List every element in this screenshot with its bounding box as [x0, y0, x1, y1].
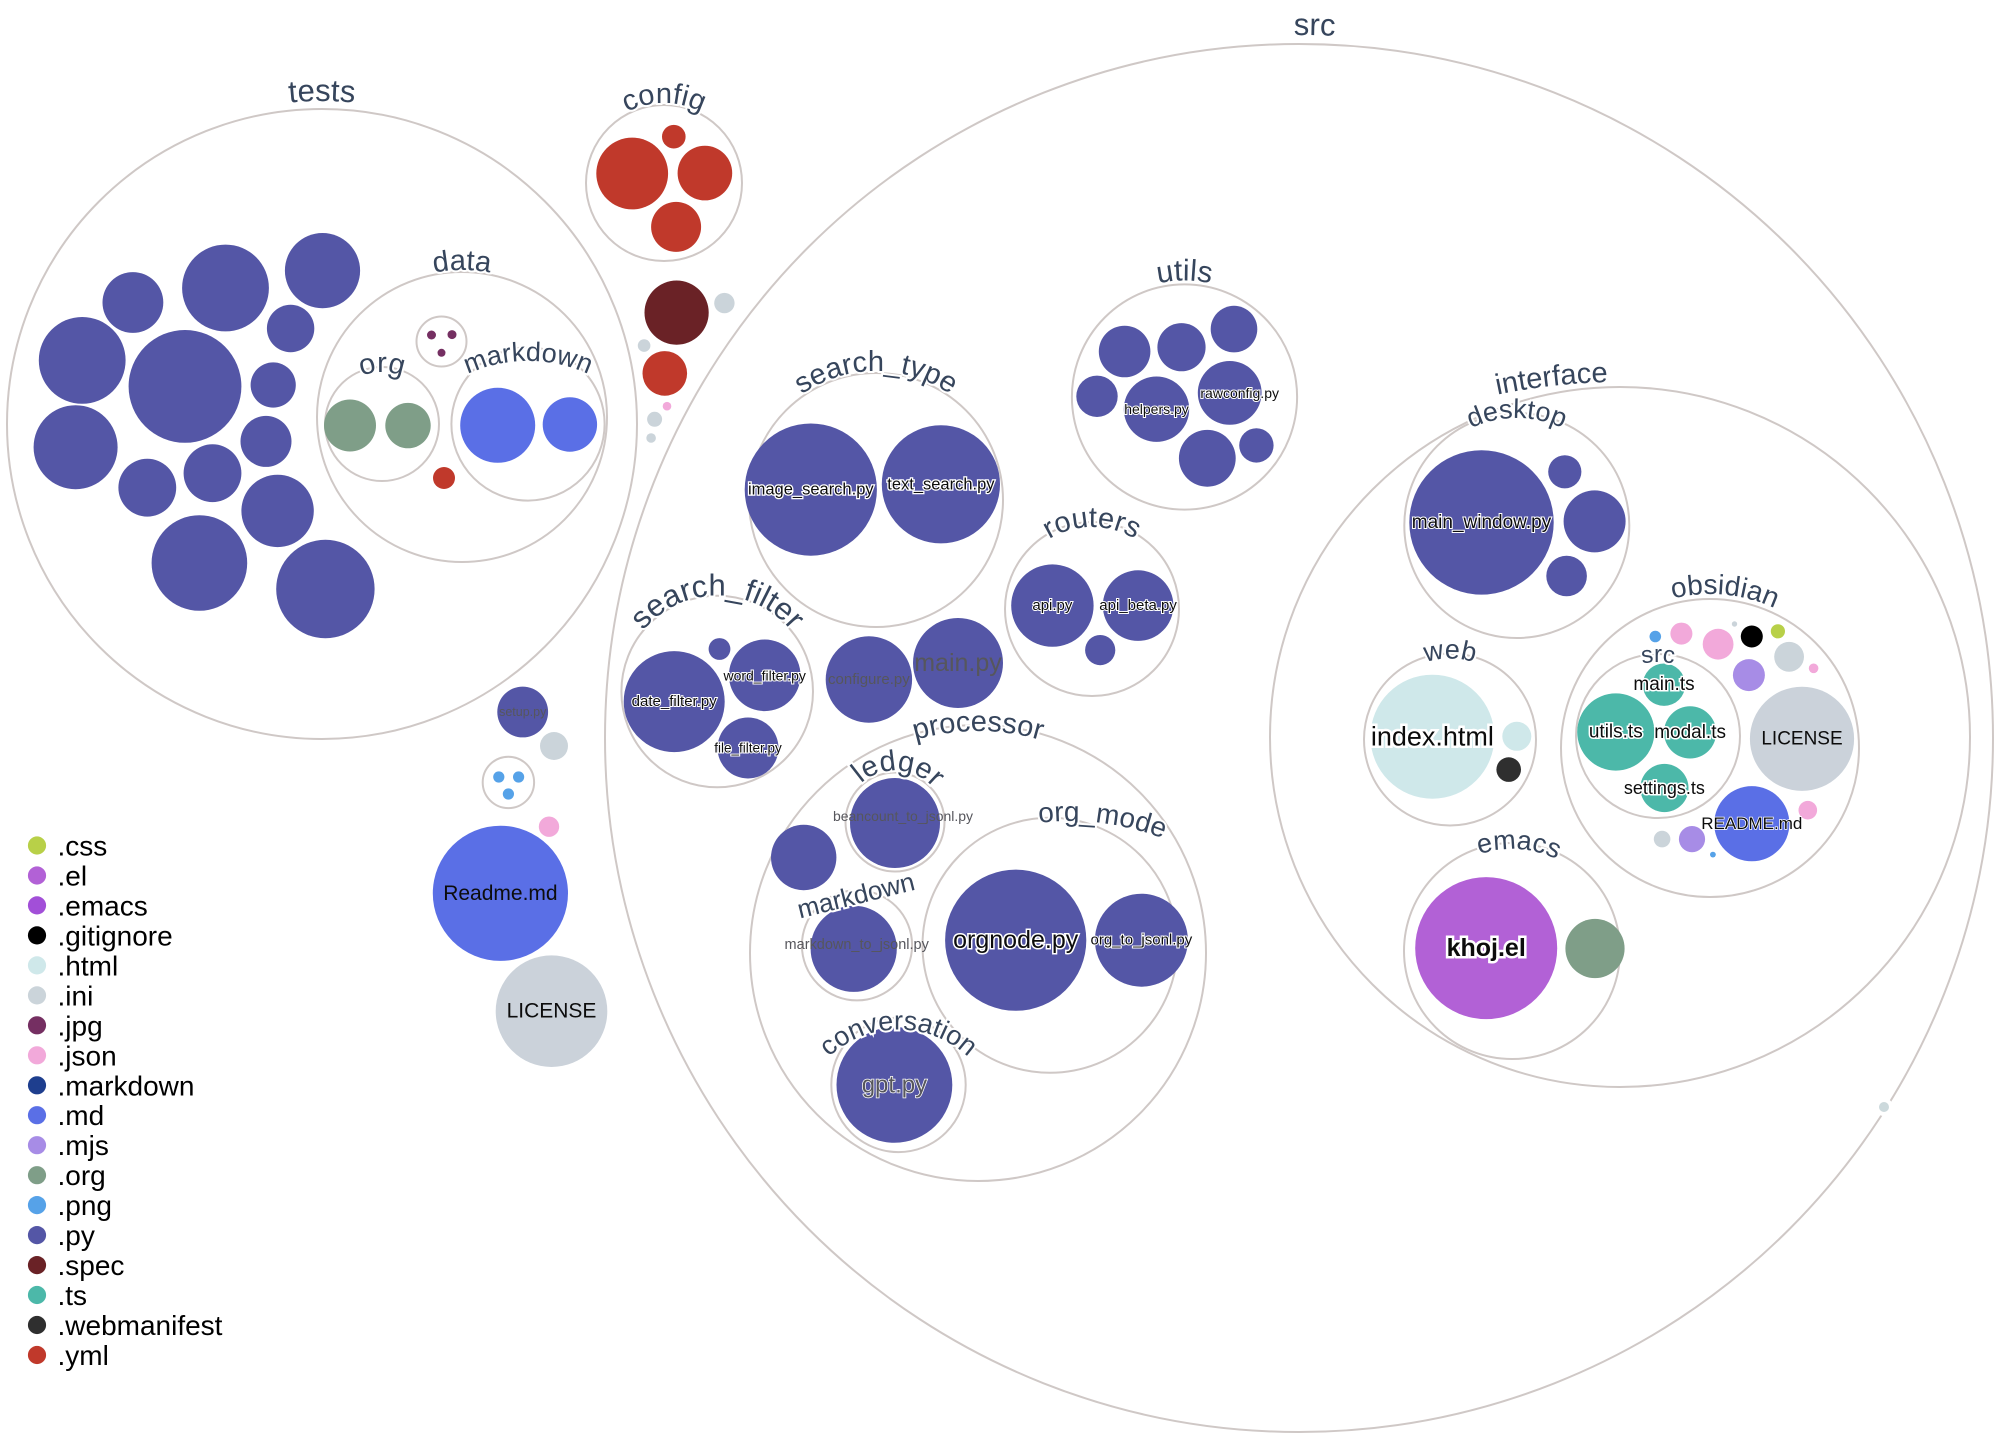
svg-text:helpers.py: helpers.py: [1124, 401, 1189, 417]
svg-text:.json: .json: [58, 1040, 117, 1071]
svg-text:main.ts: main.ts: [1633, 674, 1694, 695]
svg-text:image_search.py: image_search.py: [748, 481, 874, 499]
svg-text:gpt.py: gpt.py: [862, 1071, 927, 1098]
svg-text:.yml: .yml: [58, 1340, 109, 1371]
svg-text:configure.py: configure.py: [828, 671, 910, 688]
svg-text:README.md: README.md: [1701, 814, 1802, 833]
svg-text:.ini: .ini: [58, 980, 94, 1011]
svg-text:org: org: [355, 347, 408, 382]
svg-text:api.py: api.py: [1032, 597, 1073, 614]
svg-text:file_filter.py: file_filter.py: [714, 741, 782, 756]
svg-text:setup.py: setup.py: [499, 705, 547, 719]
svg-text:.py: .py: [58, 1220, 95, 1251]
svg-text:markdown_to_jsonl.py: markdown_to_jsonl.py: [785, 937, 930, 953]
svg-text:src: src: [1294, 7, 1336, 43]
svg-text:khoj.el: khoj.el: [1447, 934, 1526, 962]
svg-text:orgnode.py: orgnode.py: [953, 926, 1079, 954]
svg-text:.markdown: .markdown: [58, 1070, 195, 1101]
svg-text:settings.ts: settings.ts: [1624, 778, 1705, 798]
svg-text:data: data: [431, 245, 495, 280]
svg-text:.css: .css: [58, 831, 108, 862]
svg-text:LICENSE: LICENSE: [1761, 728, 1842, 749]
svg-text:web: web: [1420, 634, 1479, 667]
svg-text:.emacs: .emacs: [58, 890, 148, 921]
svg-text:.spec: .spec: [58, 1250, 125, 1281]
svg-text:Readme.md: Readme.md: [443, 882, 557, 905]
svg-text:.png: .png: [58, 1190, 113, 1221]
svg-text:text_search.py: text_search.py: [887, 475, 995, 493]
svg-text:.html: .html: [58, 950, 119, 981]
svg-text:.ts: .ts: [58, 1280, 88, 1311]
svg-text:date_filter.py: date_filter.py: [632, 693, 718, 710]
svg-text:src: src: [1639, 641, 1676, 669]
svg-text:main.py: main.py: [914, 649, 1002, 677]
svg-text:.org: .org: [58, 1160, 106, 1191]
svg-text:api_beta.py: api_beta.py: [1099, 597, 1177, 614]
svg-text:.el: .el: [58, 861, 88, 892]
svg-text:.mjs: .mjs: [58, 1130, 109, 1161]
svg-text:LICENSE: LICENSE: [507, 1000, 597, 1023]
svg-text:index.html: index.html: [1371, 722, 1494, 752]
svg-text:utils.ts: utils.ts: [1589, 722, 1643, 743]
svg-text:utils: utils: [1154, 254, 1215, 290]
svg-text:.gitignore: .gitignore: [58, 920, 173, 951]
svg-text:org_to_jsonl.py: org_to_jsonl.py: [1091, 932, 1193, 949]
svg-text:word_filter.py: word_filter.py: [722, 667, 805, 683]
svg-text:modal.ts: modal.ts: [1654, 722, 1726, 743]
svg-text:beancount_to_jsonl.py: beancount_to_jsonl.py: [833, 808, 973, 824]
svg-text:.webmanifest: .webmanifest: [58, 1310, 223, 1341]
svg-text:rawconfig.py: rawconfig.py: [1200, 385, 1279, 401]
svg-text:.jpg: .jpg: [58, 1010, 103, 1041]
svg-text:.md: .md: [58, 1100, 105, 1131]
svg-text:main_window.py: main_window.py: [1412, 512, 1552, 533]
